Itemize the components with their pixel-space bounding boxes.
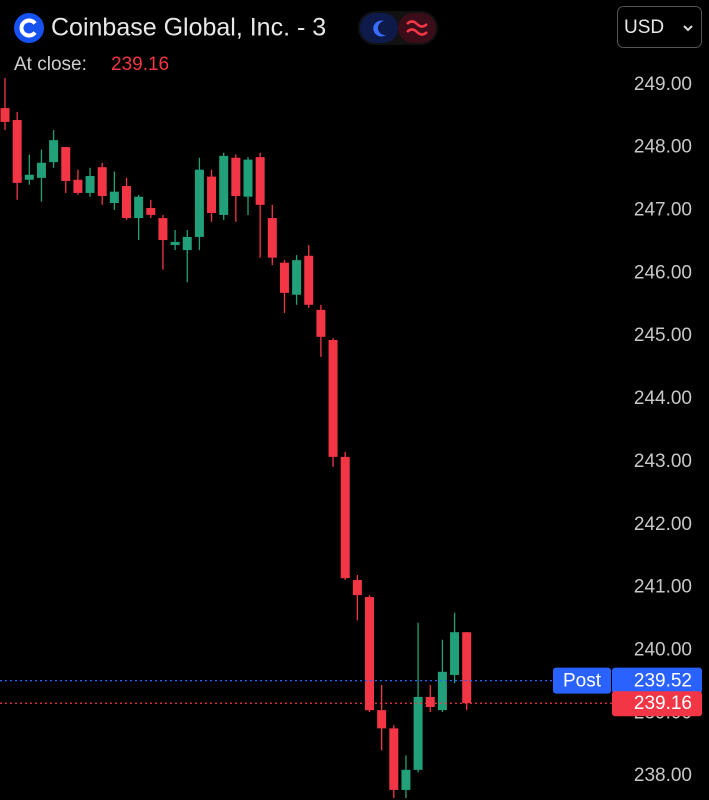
candle-body (24, 174, 34, 180)
candle-body (36, 162, 46, 178)
candle-body (462, 632, 472, 704)
candle-body (316, 309, 326, 337)
y-tick-label: 244.00 (634, 388, 692, 409)
candle-body (170, 241, 180, 246)
y-tick-label: 238.00 (634, 765, 692, 786)
candle-body (450, 632, 460, 675)
y-tick-label: 241.00 (634, 577, 692, 598)
post-badge (553, 667, 611, 694)
logo (14, 13, 44, 43)
y-tick-label: 246.00 (634, 262, 692, 283)
candle-body (146, 208, 156, 215)
candle-body (340, 456, 350, 579)
chart-title: Coinbase Global, Inc. - 3 (51, 14, 326, 42)
candle-body (365, 597, 374, 711)
candle-body (109, 191, 119, 203)
candle-body (219, 155, 229, 215)
currency-select[interactable] (617, 6, 702, 48)
close-price-badge (612, 691, 702, 717)
candle-body (352, 580, 362, 596)
y-tick-label: 249.00 (634, 74, 692, 95)
y-tick-label: 248.00 (634, 137, 692, 158)
candle-body (267, 218, 277, 258)
candle-body (243, 159, 253, 197)
candle-body (194, 169, 204, 237)
candle-body (292, 260, 302, 295)
candle-body (279, 262, 289, 293)
at-close-label: At close: (14, 54, 87, 75)
candle-body (425, 696, 435, 707)
y-tick-label: 245.00 (634, 325, 692, 346)
candle-body (401, 769, 411, 790)
candle-body (122, 186, 131, 219)
candle-body (61, 147, 71, 181)
wave-icon (406, 20, 428, 36)
post-badge-label: Post (563, 671, 602, 692)
y-tick-label: 242.00 (634, 514, 692, 535)
candle-body (413, 696, 423, 770)
y-tick-label: 243.00 (634, 451, 692, 472)
candle-body (49, 140, 59, 163)
plot-area: 238.00239.00240.00241.00242.00243.00244.… (0, 74, 702, 799)
candle-body (182, 236, 192, 251)
candle-body (207, 176, 217, 214)
post-price-label: 239.52 (634, 671, 692, 692)
candle-body (73, 179, 83, 193)
dropdown-caret (683, 25, 693, 32)
y-tick-label: 240.00 (634, 639, 692, 660)
candle-body (85, 175, 95, 193)
close-price-label: 239.16 (634, 693, 692, 714)
candle-body (328, 339, 338, 457)
moon-icon (373, 20, 386, 37)
toggle-moon[interactable] (360, 13, 398, 43)
candle-body (12, 120, 22, 183)
candle-body (437, 671, 447, 711)
candle-body (389, 728, 399, 790)
currency-label: USD (624, 17, 664, 38)
logo-mark (19, 18, 37, 38)
candle-body (134, 196, 144, 219)
candle-body (0, 108, 10, 122)
candle-body (377, 710, 387, 729)
y-tick-label: 247.00 (634, 200, 692, 221)
post-price-badge (612, 667, 702, 694)
candle-body (97, 167, 107, 197)
candle-body (158, 218, 168, 241)
overlay: Coinbase Global, Inc. - 3 At close: 239.… (14, 6, 702, 75)
toggle-wave[interactable] (398, 13, 436, 43)
candle-body (255, 157, 265, 205)
candle-body (304, 255, 314, 305)
at-close-value: 239.16 (111, 54, 169, 75)
candle-body (231, 157, 241, 197)
